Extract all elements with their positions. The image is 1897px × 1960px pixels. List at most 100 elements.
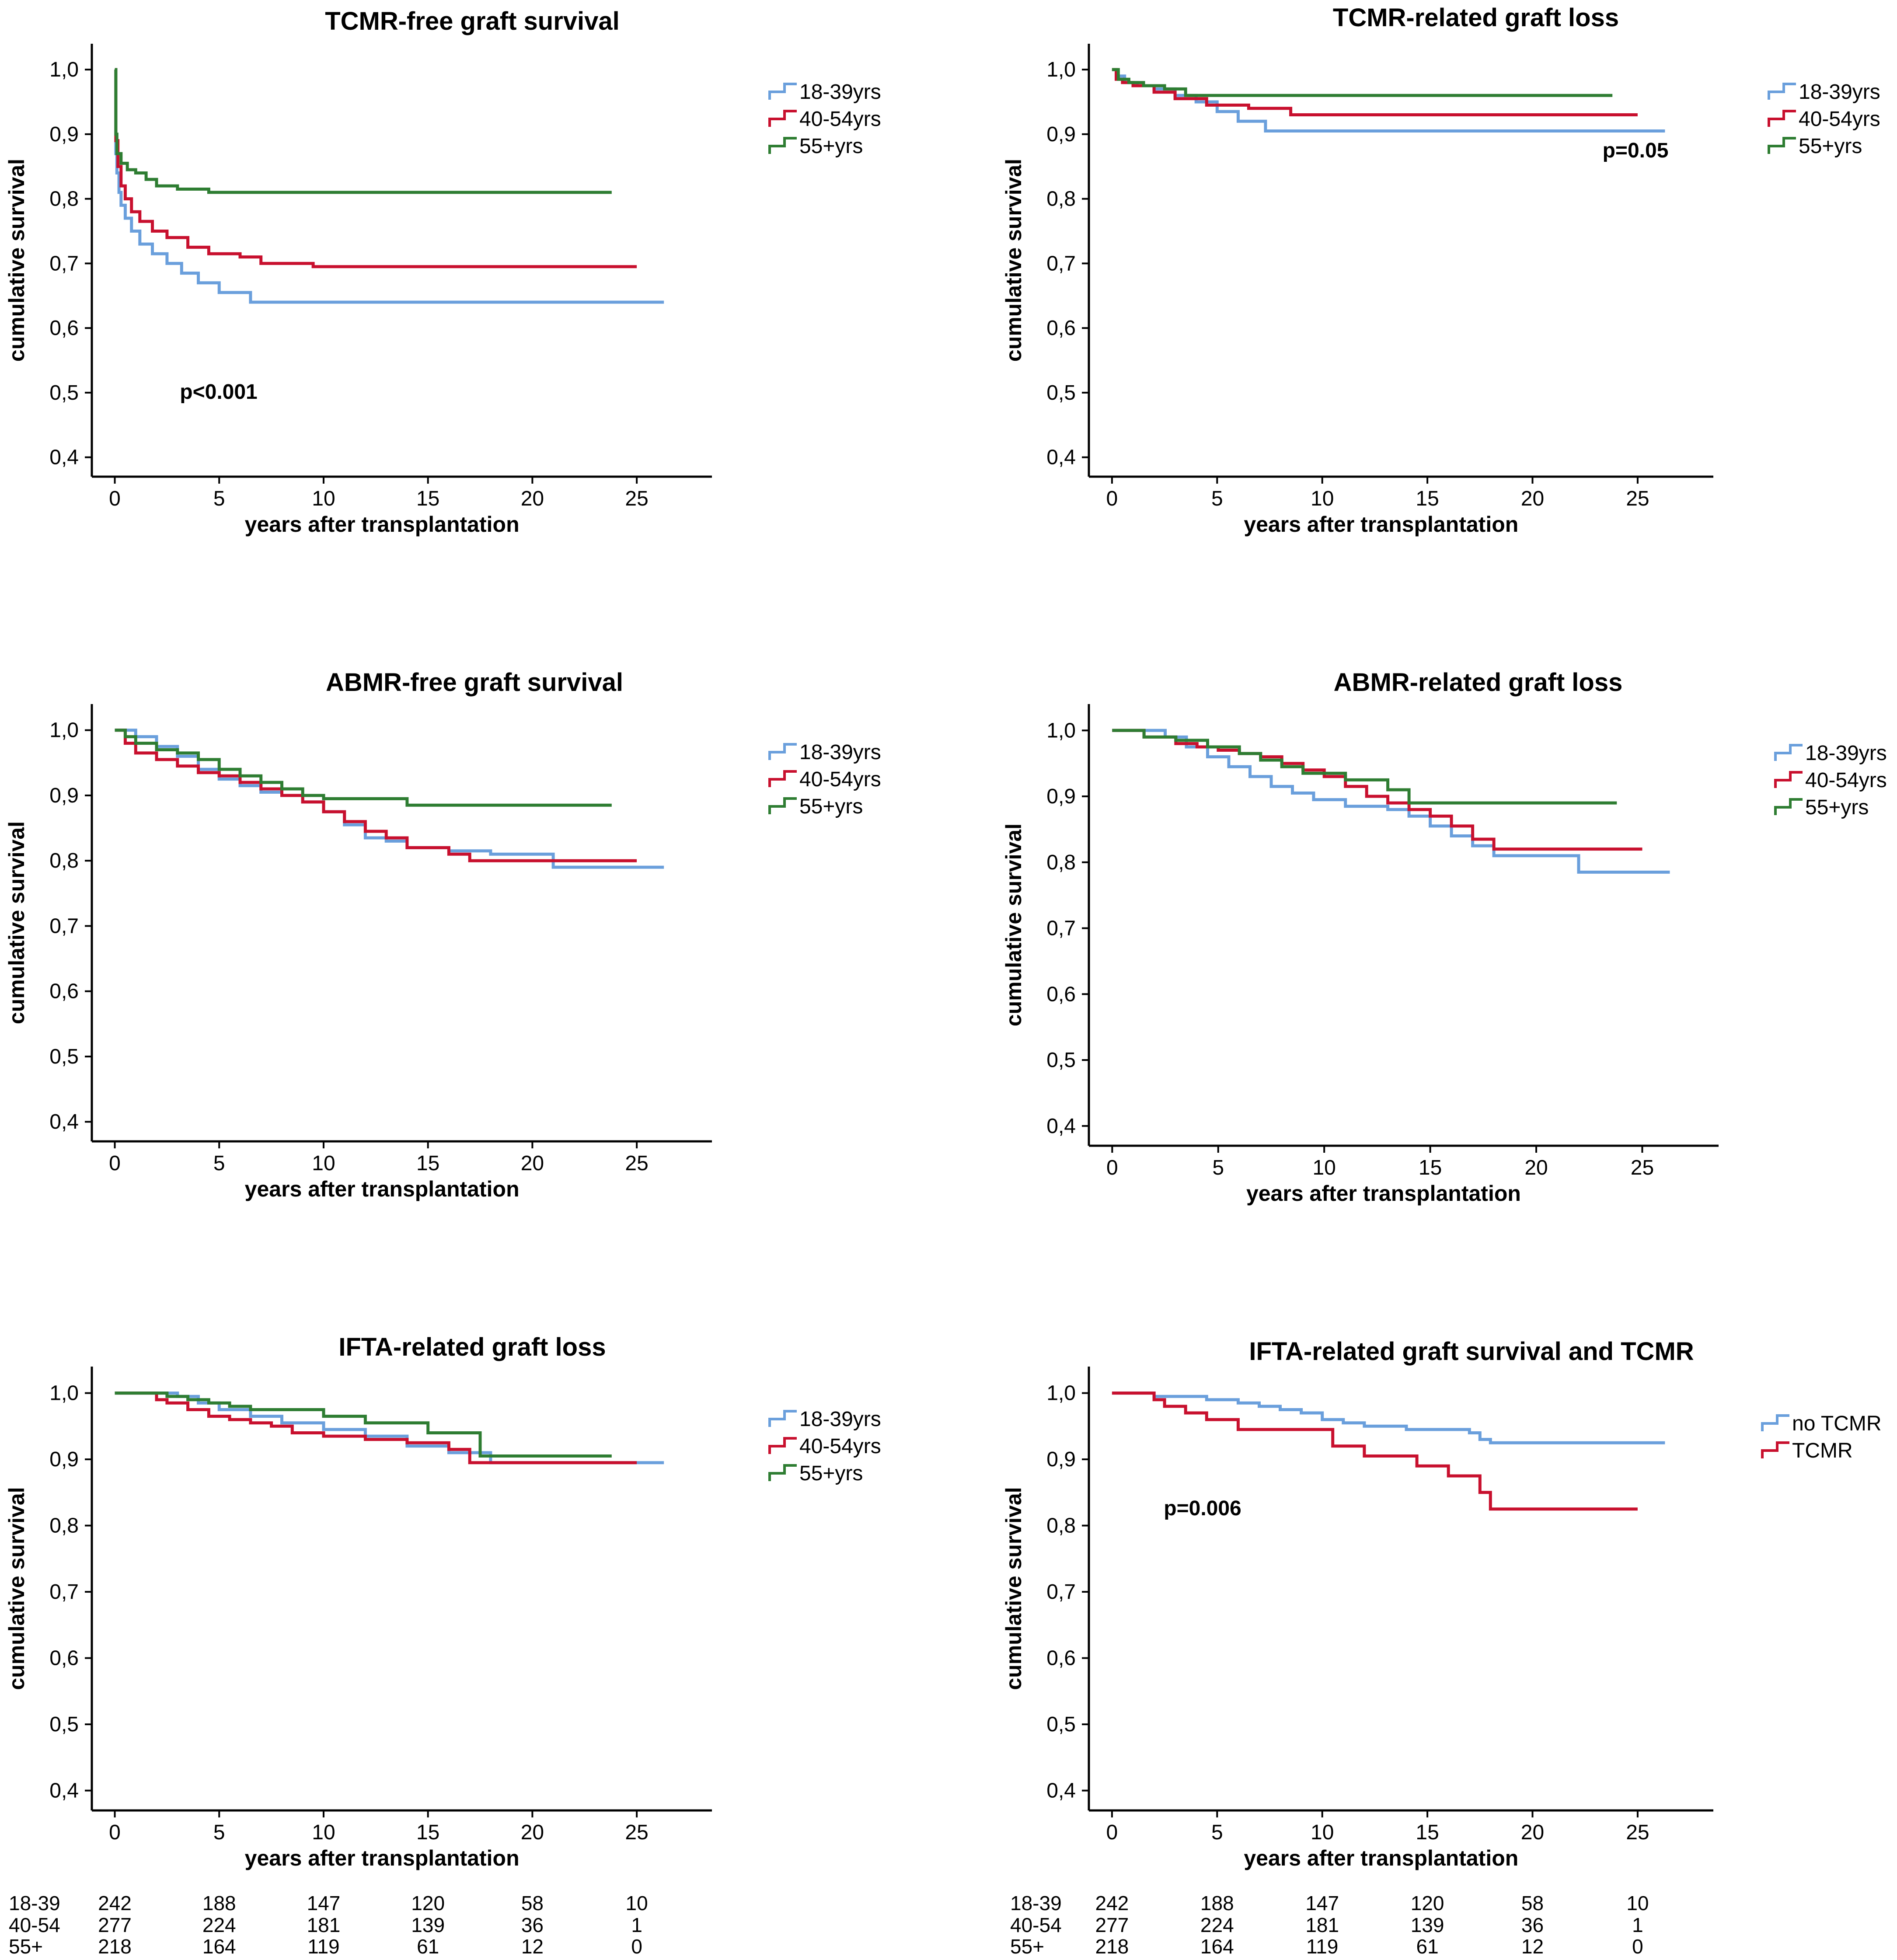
y-tick-label: 0,6 (49, 980, 79, 1003)
x-tick-label: 5 (213, 1152, 225, 1175)
y-tick-label: 0,4 (1046, 1115, 1076, 1138)
risk-count: 218 (98, 1935, 132, 1958)
series-line-55-yrs (114, 68, 612, 194)
risk-count: 12 (521, 1935, 544, 1958)
risk-count: 181 (307, 1914, 341, 1936)
x-tick-label: 25 (625, 487, 648, 510)
y-tick-label: 0,5 (49, 1045, 79, 1068)
x-tick-label: 0 (1106, 487, 1118, 510)
x-tick-label: 5 (213, 487, 225, 510)
series-line-18-39yrs (1112, 729, 1670, 874)
x-tick-label: 10 (312, 1152, 335, 1175)
risk-count: 188 (202, 1892, 236, 1915)
x-tick-label: 5 (1211, 1821, 1223, 1844)
y-tick-label: 0,9 (49, 1448, 79, 1471)
x-axis-label: years after transplantation (245, 1846, 520, 1870)
y-tick-label: 1,0 (49, 1382, 79, 1405)
risk-count: 0 (1632, 1935, 1643, 1958)
risk-count: 10 (626, 1892, 648, 1915)
chart-panel-4: ABMR-related graft loss 0,4 0,5 0,6 0,7 0,8 0,… (1001, 668, 1887, 1206)
series-line-55-yrs (115, 1392, 612, 1458)
chart-title: TCMR-related graft loss (1333, 3, 1619, 32)
risk-count: 119 (307, 1935, 339, 1958)
legend-label: 55+yrs (799, 1462, 863, 1485)
x-tick-label: 10 (1312, 1156, 1336, 1179)
risk-count: 277 (1095, 1914, 1129, 1936)
legend-label: TCMR (1792, 1439, 1853, 1462)
chart-title: ABMR-free graft survival (326, 668, 623, 697)
y-tick-label: 0,4 (49, 1110, 79, 1133)
x-tick-label: 10 (312, 1821, 335, 1844)
y-tick-label: 0,9 (1046, 1448, 1076, 1471)
x-tick-label: 20 (1521, 487, 1544, 510)
x-tick-label: 0 (109, 1821, 121, 1844)
chart-title: IFTA-related graft loss (338, 1333, 606, 1361)
x-tick-label: 20 (1521, 1821, 1544, 1844)
risk-row-label: 40-54 (1010, 1914, 1062, 1936)
x-axis-label: years after transplantation (1244, 512, 1518, 537)
p-value-annotation: p<0.001 (180, 380, 257, 404)
x-tick-label: 25 (1626, 487, 1649, 510)
legend-label: 55+yrs (799, 795, 863, 818)
y-tick-label: 0,5 (49, 381, 79, 405)
x-tick-label: 25 (1626, 1821, 1649, 1844)
chart-panel-5: IFTA-related graft loss 0,4 0,5 0,6 0,7 0,8 0,… (4, 1333, 881, 1870)
risk-count: 120 (411, 1892, 445, 1915)
risk-count: 36 (521, 1914, 544, 1936)
series-line-55-yrs (115, 729, 612, 807)
legend-item-55-yrs: 55+yrs (768, 135, 863, 158)
legend-swatch (1761, 1441, 1789, 1458)
y-tick-label: 0,8 (1046, 851, 1076, 874)
y-tick-label: 0,6 (1046, 317, 1076, 340)
risk-count: 277 (98, 1914, 132, 1936)
risk-row-label: 18-39 (9, 1892, 60, 1915)
risk-count: 242 (98, 1892, 132, 1915)
series-line-55-yrs (1112, 729, 1617, 805)
risk-count: 61 (1416, 1935, 1439, 1958)
y-tick-label: 1,0 (1046, 1382, 1076, 1405)
series-line-40-54yrs (114, 68, 637, 269)
legend-swatch (1774, 771, 1803, 788)
series-line-55-yrs (1112, 68, 1613, 97)
legend-item-18-39yrs: 18-39yrs (1774, 742, 1887, 765)
legend-label: 40-54yrs (799, 1435, 881, 1458)
risk-count: 181 (1305, 1914, 1339, 1936)
risk-count: 164 (202, 1935, 236, 1958)
risk-count: 224 (202, 1914, 236, 1936)
y-tick-label: 0,4 (1046, 1779, 1076, 1803)
legend-label: 55+yrs (799, 135, 863, 158)
risk-count: 36 (1521, 1914, 1544, 1936)
legend-swatch (1768, 137, 1796, 154)
legend-label: 40-54yrs (1799, 108, 1880, 131)
y-tick-label: 0,9 (1046, 785, 1076, 808)
x-tick-label: 0 (1106, 1821, 1118, 1844)
y-axis-label: cumulative survival (1001, 159, 1026, 362)
risk-row-label: 55+ (9, 1935, 43, 1958)
y-tick-label: 0,5 (1046, 381, 1076, 405)
x-tick-label: 5 (1212, 1156, 1224, 1179)
x-tick-label: 20 (521, 487, 544, 510)
legend-swatch (1774, 798, 1803, 815)
risk-count: 119 (1306, 1935, 1338, 1958)
legend-swatch (768, 797, 797, 814)
chart-title: TCMR-free graft survival (325, 7, 620, 35)
risk-count: 61 (417, 1935, 439, 1958)
legend-swatch (1761, 1414, 1789, 1431)
y-axis-label: cumulative survival (4, 159, 29, 362)
risk-count: 0 (631, 1935, 642, 1958)
legend-item-18-39yrs: 18-39yrs (1768, 80, 1880, 104)
legend-label: 18-39yrs (799, 1408, 881, 1431)
series-line-40-54yrs (115, 729, 637, 862)
x-tick-label: 10 (1311, 487, 1334, 510)
x-tick-label: 15 (1416, 1821, 1439, 1844)
legend-item-40-54yrs: 40-54yrs (1774, 769, 1887, 792)
y-tick-label: 0,9 (1046, 123, 1076, 146)
y-tick-label: 0,8 (49, 1514, 79, 1538)
legend-item-40-54yrs: 40-54yrs (1768, 108, 1880, 131)
chart-panel-6: IFTA-related graft survival and TCMR 0,4 0… (1001, 1337, 1882, 1870)
legend-label: 55+yrs (1805, 796, 1869, 819)
x-tick-label: 0 (109, 487, 121, 510)
